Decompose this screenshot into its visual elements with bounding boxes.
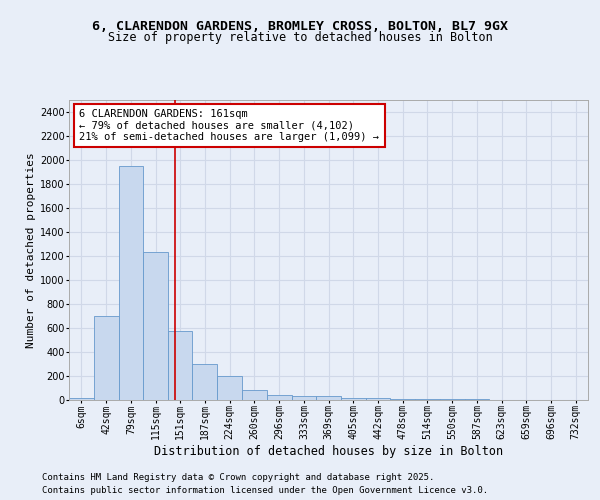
Bar [266,395,292,400]
Bar [292,396,316,400]
X-axis label: Distribution of detached houses by size in Bolton: Distribution of detached houses by size … [154,445,503,458]
Y-axis label: Number of detached properties: Number of detached properties [26,152,36,348]
Text: 6 CLARENDON GARDENS: 161sqm
← 79% of detached houses are smaller (4,102)
21% of : 6 CLARENDON GARDENS: 161sqm ← 79% of det… [79,109,379,142]
Bar [168,331,192,400]
Bar [242,390,266,400]
Bar [366,398,391,400]
Bar [119,166,143,400]
Text: Contains HM Land Registry data © Crown copyright and database right 2025.: Contains HM Land Registry data © Crown c… [42,474,434,482]
Text: Contains public sector information licensed under the Open Government Licence v3: Contains public sector information licen… [42,486,488,495]
Text: 6, CLARENDON GARDENS, BROMLEY CROSS, BOLTON, BL7 9GX: 6, CLARENDON GARDENS, BROMLEY CROSS, BOL… [92,20,508,32]
Bar [143,252,168,400]
Text: Size of property relative to detached houses in Bolton: Size of property relative to detached ho… [107,31,493,44]
Bar [391,399,415,400]
Bar [316,396,341,400]
Bar [192,364,217,400]
Bar [69,398,94,400]
Bar [217,376,242,400]
Bar [341,398,366,400]
Bar [94,316,119,400]
